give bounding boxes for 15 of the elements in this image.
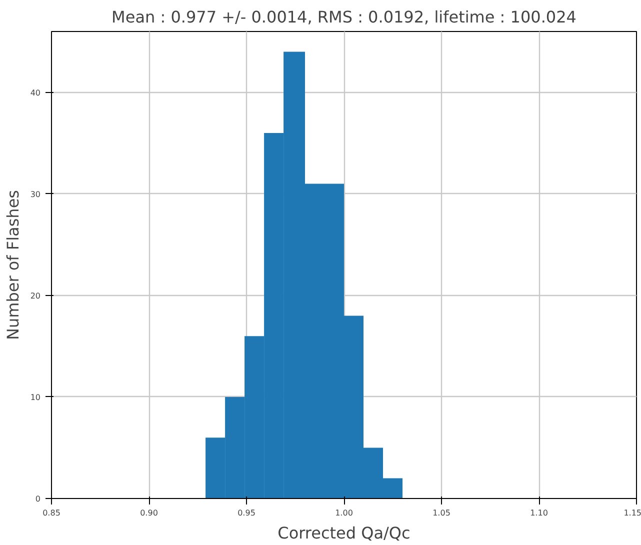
y-axis-title: Number of Flashes <box>3 190 22 340</box>
y-tick-label: 30 <box>30 190 41 199</box>
x-tick-label: 0.90 <box>140 508 158 518</box>
x-tick-label: 0.95 <box>238 508 256 518</box>
x-tick-label: 1.00 <box>335 508 353 518</box>
y-tick-label: 20 <box>30 291 41 300</box>
chart-title: Mean : 0.977 +/- 0.0014, RMS : 0.0192, lifetime : 100.024 <box>112 8 576 26</box>
y-tick-label: 0 <box>35 494 41 504</box>
x-tick-label: 1.10 <box>530 508 548 518</box>
x-tick-label: 1.15 <box>624 508 641 518</box>
x-axis-title: Corrected Qa/Qc <box>278 524 410 542</box>
y-tick-label: 10 <box>30 392 41 402</box>
x-tick-label: 1.05 <box>432 508 450 518</box>
x-tick-label: 0.85 <box>42 508 60 518</box>
y-tick-label: 40 <box>30 88 41 98</box>
